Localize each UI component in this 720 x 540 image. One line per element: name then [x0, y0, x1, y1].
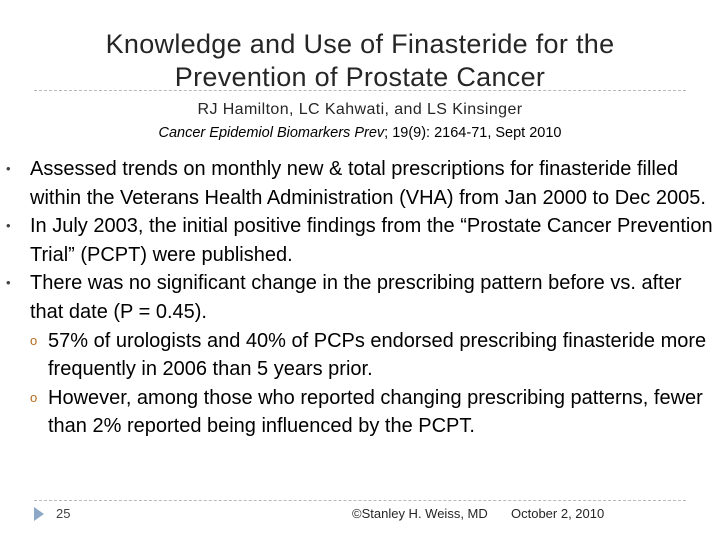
citation: Cancer Epidemiol Biomarkers Prev; 19(9):… [20, 125, 700, 141]
sub-bullet-item: o However, among those who reported chan… [0, 384, 720, 441]
bullet-item: • Assessed trends on monthly new & total… [0, 155, 720, 212]
bullet-text: In July 2003, the initial positive findi… [30, 215, 713, 266]
footer-divider [34, 500, 686, 501]
circle-bullet-icon: o [30, 389, 38, 405]
footer-date: October 2, 2010 [511, 506, 605, 521]
arrow-right-icon [34, 507, 44, 521]
sub-bullet-text: However, among those who reported changi… [48, 386, 703, 438]
page-number: 25 [56, 506, 71, 521]
slide-title: Knowledge and Use of Finasteride for the… [20, 28, 700, 94]
authors: RJ Hamilton, LC Kahwati, and LS Kinsinge… [197, 101, 523, 118]
bullet-list: • Assessed trends on monthly new & total… [0, 155, 720, 441]
bullet-icon: • [6, 218, 11, 234]
bullet-icon: • [6, 161, 11, 176]
title-divider [34, 90, 686, 91]
bullet-text: There was no significant change in the p… [30, 272, 682, 323]
title-line-2: Prevention of Prostate Cancer [174, 62, 546, 92]
title-line-1: Knowledge and Use of Finasteride for the [105, 29, 615, 59]
citation-details: ; 19(9): 2164-71, Sept 2010 [384, 125, 562, 141]
bullet-item: • There was no significant change in the… [0, 269, 720, 326]
bullet-text: Assessed trends on monthly new & total p… [30, 158, 706, 209]
citation-journal: Cancer Epidemiol Biomarkers Prev [158, 125, 385, 141]
footer-author: ©Stanley H. Weiss, MD [352, 506, 488, 521]
sub-bullet-item: o 57% of urologists and 40% of PCPs endo… [0, 327, 720, 384]
bullet-item: • In July 2003, the initial positive fin… [0, 212, 720, 269]
bullet-icon: • [6, 275, 11, 291]
sub-bullet-text: 57% of urologists and 40% of PCPs endors… [48, 329, 707, 381]
circle-bullet-icon: o [30, 332, 38, 348]
